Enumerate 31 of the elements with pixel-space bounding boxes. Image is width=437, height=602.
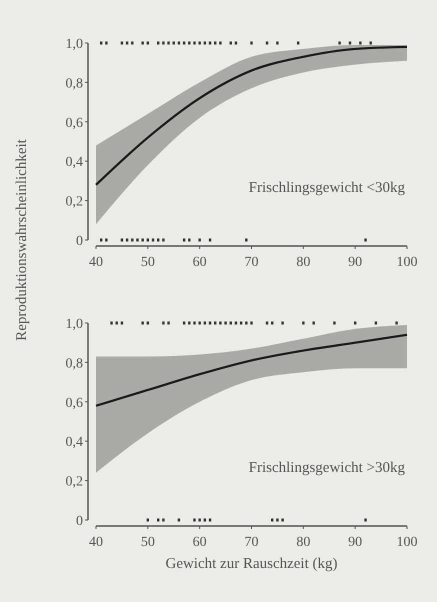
y-tick-label: 0 (76, 514, 83, 529)
y-tick-label: 0,4 (66, 435, 83, 450)
y-tick-label: 0 (76, 234, 83, 249)
x-tick-label: 50 (140, 255, 155, 270)
y-tick-label: 0,6 (66, 116, 83, 131)
y-tick-label: 0,4 (66, 155, 83, 170)
x-tick-label: 90 (348, 535, 362, 550)
x-tick-label: 100 (396, 535, 418, 550)
annotation: Frischlingsgewicht >30kg (248, 460, 406, 476)
x-tick-label: 100 (396, 255, 418, 270)
x-tick-label: 40 (89, 535, 103, 550)
y-tick-label: 0,2 (66, 474, 83, 490)
x-tick-label: 80 (296, 535, 310, 550)
y-tick-label: 0,8 (66, 356, 83, 372)
y-tick-label: 0,6 (66, 396, 83, 411)
y-tick-label: 1,0 (66, 37, 83, 52)
x-tick-label: 80 (296, 255, 310, 270)
y-tick-label: 0,2 (66, 194, 83, 210)
annotation: Frischlingsgewicht <30kg (248, 180, 406, 196)
y-tick-label: 0,8 (66, 76, 83, 92)
x-tick-label: 60 (192, 535, 207, 550)
x-tick-label: 40 (89, 255, 103, 270)
line-series (94, 334, 408, 407)
x-tick-label: 70 (244, 535, 258, 550)
y-axis-title: Reproduktionswahrscheinlichkeit (14, 138, 30, 341)
x-axis-title: Gewicht zur Rauschzeit (kg) (165, 556, 338, 572)
x-tick-label: 60 (192, 255, 207, 270)
x-tick-label: 50 (140, 535, 155, 550)
y-tick-label: 1,0 (66, 317, 83, 332)
x-tick-label: 70 (244, 255, 258, 270)
x-tick-label: 90 (348, 255, 362, 270)
